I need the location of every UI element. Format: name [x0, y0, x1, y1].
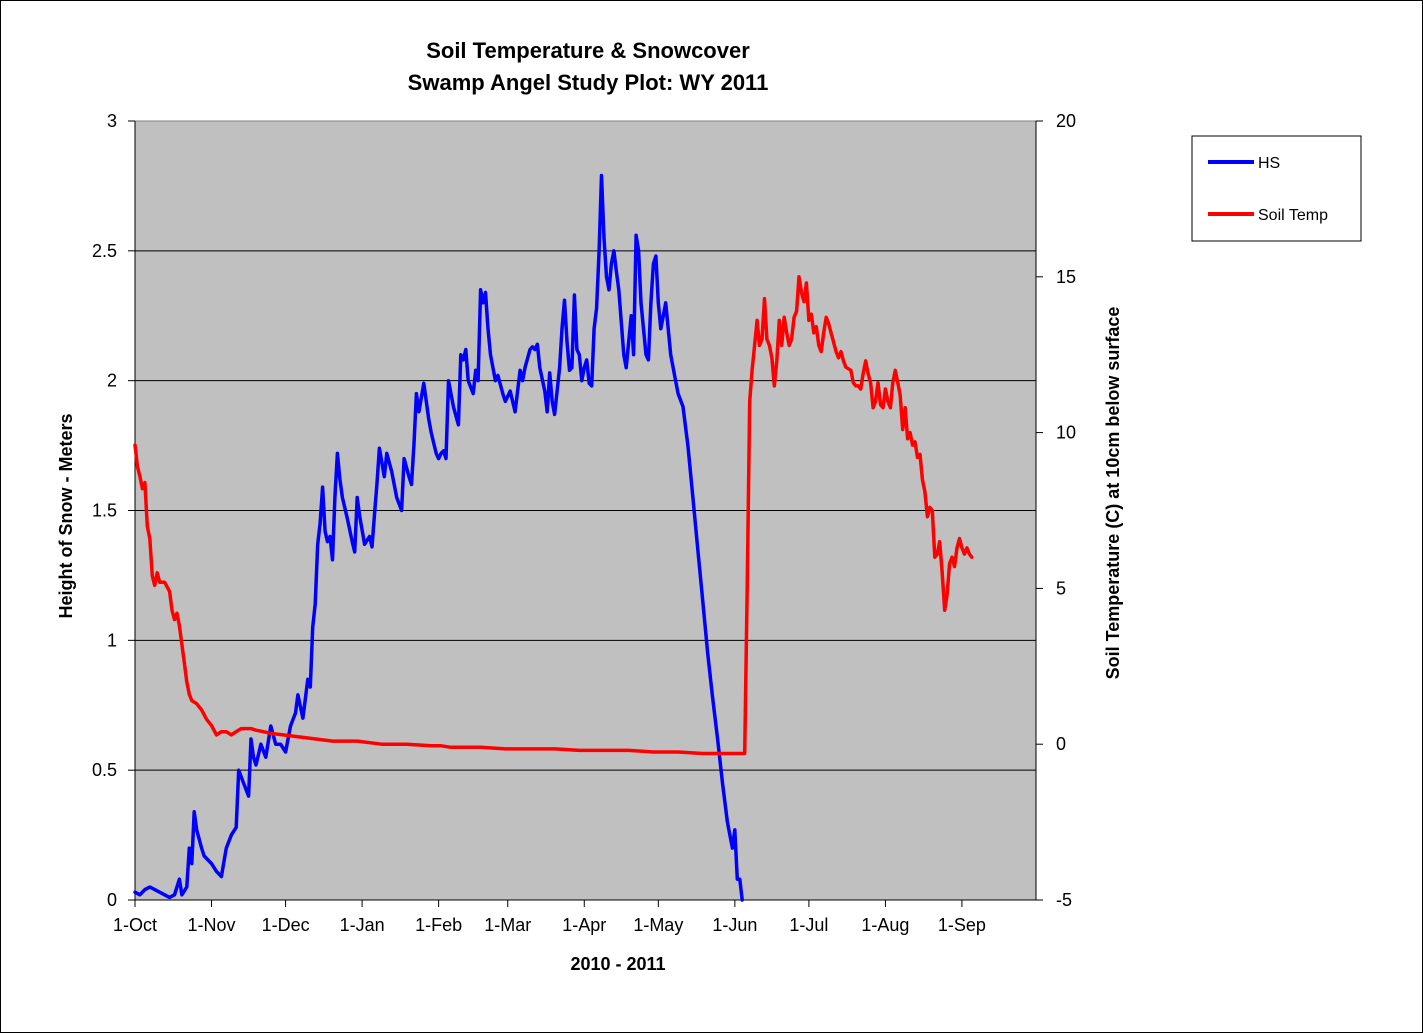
y-tick-label: 2.5 [92, 241, 117, 261]
y-tick-label: 2 [107, 371, 117, 391]
x-tick-label: 1-Nov [188, 915, 236, 935]
tick-labels: 0 0.5 1 1.5 2 2.5 3 -5 0 5 10 15 20 1-Oct 1-Nov 1-Dec 1-… [92, 111, 1076, 935]
chart-subtitle: Swamp Angel Study Plot: WY 2011 [408, 70, 769, 95]
x-tick-label: 1-Sep [938, 915, 986, 935]
y-tick-label: 0 [107, 890, 117, 910]
y2-axis-label: Soil Temperature (C) at 10cm below surfa… [1103, 307, 1123, 680]
y-tick-label: 1 [107, 630, 117, 650]
y2-tick-label: 5 [1056, 578, 1066, 598]
x-tick-label: 1-Jan [340, 915, 385, 935]
legend-box [1191, 135, 1362, 242]
legend-label-hs: HS [1258, 155, 1280, 172]
legend: HS Soil Temp [1191, 135, 1362, 242]
x-tick-label: 1-Oct [113, 915, 157, 935]
x-tick-label: 1-Jun [712, 915, 757, 935]
y2-tick-label: -5 [1056, 890, 1072, 910]
x-tick-label: 1-Apr [562, 915, 606, 935]
x-tick-label: 1-Feb [415, 915, 462, 935]
gridlines [135, 250, 1036, 771]
series-line-soil-temp [133, 275, 974, 756]
x-axis-label: 2010 - 2011 [570, 954, 665, 974]
y2-tick-label: 0 [1056, 734, 1066, 754]
y2-tick-label: 15 [1056, 267, 1076, 287]
chart-title: Soil Temperature & Snowcover [426, 38, 750, 63]
series-line-hs [133, 173, 744, 902]
x-tick-label: 1-Mar [484, 915, 531, 935]
x-tick-label: 1-May [633, 915, 683, 935]
x-tick-label: 1-Aug [861, 915, 909, 935]
y-tick-label: 1.5 [92, 501, 117, 521]
x-tick-label: 1-Jul [789, 915, 828, 935]
y-tick-label: 0.5 [92, 760, 117, 780]
y2-tick-label: 20 [1056, 111, 1076, 131]
y-axis-label: Height of Snow - Meters [56, 413, 76, 618]
legend-label-soil-temp: Soil Temp [1258, 207, 1328, 224]
axes [128, 120, 1043, 907]
y-tick-label: 3 [107, 111, 117, 131]
series-layer [133, 173, 974, 902]
y2-tick-label: 10 [1056, 423, 1076, 443]
x-tick-label: 1-Dec [262, 915, 310, 935]
